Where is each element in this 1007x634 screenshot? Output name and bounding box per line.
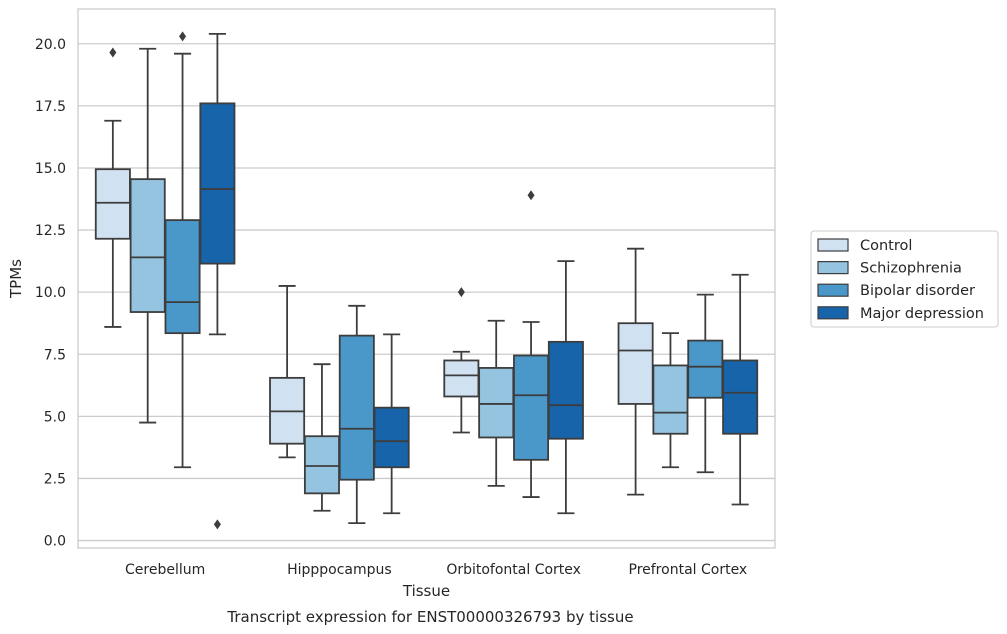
box-group [338, 304, 375, 525]
y-axis-ticks: 0.0 2.5 5.0 7.5 10.0 12.5 15.0 17.5 20.0 [35, 37, 66, 550]
box-iqr [164, 219, 201, 335]
outlier-point [109, 47, 117, 58]
legend-swatch [817, 238, 849, 252]
chart-caption: Transcript expression for ENST0000032679… [226, 608, 633, 626]
box-group [617, 247, 654, 496]
legend-label: Bipolar disorder [860, 283, 975, 299]
legend-item: Major depression [817, 306, 984, 322]
box-iqr [478, 367, 515, 439]
box-group [687, 293, 724, 474]
box-plot-area [94, 31, 759, 530]
box-iqr [652, 364, 689, 435]
box-iqr [94, 168, 131, 240]
outlier-point [213, 519, 221, 530]
y-axis-label: TPMs [7, 259, 25, 299]
box-group [164, 31, 201, 469]
box-iqr [513, 354, 550, 461]
box-group [443, 287, 480, 434]
box-group [199, 32, 236, 530]
box-iqr [547, 340, 584, 440]
box-iqr [129, 178, 166, 313]
box-group [722, 273, 759, 506]
y-tick-label: 2.5 [44, 471, 66, 487]
box-group [269, 285, 306, 459]
box-iqr [687, 339, 724, 399]
y-tick-label: 15.0 [35, 161, 66, 177]
x-tick-label: Cerebellum [125, 562, 205, 578]
box-group [303, 363, 340, 512]
box-group [373, 333, 410, 515]
y-tick-label: 10.0 [35, 285, 66, 301]
legend-item: Control [817, 238, 912, 254]
box-iqr [303, 435, 340, 495]
legend-swatch [817, 306, 849, 320]
box-iqr [199, 102, 236, 265]
box-group [478, 319, 515, 487]
legend-label: Schizophrenia [860, 261, 962, 277]
box-iqr [722, 359, 759, 435]
x-axis-ticks: Cerebellum Hipppocampus Orbitofontal Corte… [125, 562, 747, 578]
outlier-point [527, 190, 535, 201]
box-group [652, 332, 689, 469]
box-iqr [617, 322, 654, 405]
legend-swatch [817, 261, 849, 275]
x-tick-label: Prefrontal Cortex [629, 562, 748, 578]
y-tick-label: 12.5 [35, 223, 66, 239]
x-axis-label: Tissue [402, 582, 450, 600]
legend-label: Control [860, 238, 912, 254]
x-tick-label: Hipppocampus [287, 562, 392, 578]
outlier-point [179, 31, 187, 42]
box-group [547, 260, 584, 515]
plot-frame [77, 8, 776, 549]
legend: Control Schizophrenia Bipolar disorder Majo… [810, 230, 999, 328]
legend-frame [810, 230, 999, 328]
y-tick-label: 7.5 [44, 347, 66, 363]
box-group [129, 47, 166, 424]
outlier-point [457, 287, 465, 298]
box-group [513, 190, 550, 498]
y-tick-label: 5.0 [44, 409, 66, 425]
box-iqr [373, 406, 410, 469]
legend-item: Schizophrenia [817, 261, 962, 277]
box-iqr [338, 334, 375, 481]
legend-swatch [817, 283, 849, 297]
y-tick-label: 17.5 [35, 99, 66, 115]
box-iqr [443, 359, 480, 398]
y-tick-label: 20.0 [35, 37, 66, 53]
legend-label: Major depression [860, 306, 984, 322]
box-group [94, 47, 131, 328]
legend-item: Bipolar disorder [817, 283, 975, 299]
x-tick-label: Orbitofontal Cortex [446, 562, 581, 578]
y-tick-label: 0.0 [44, 534, 66, 550]
